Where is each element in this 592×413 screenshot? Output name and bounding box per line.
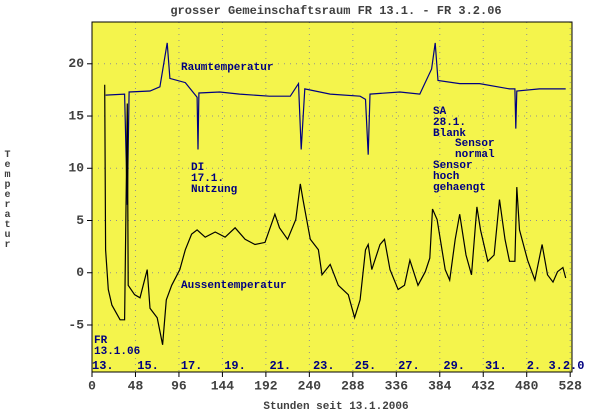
y-tick-label: 0 [76, 265, 84, 280]
annotation: hoch [433, 171, 459, 183]
x-tick-label: 240 [298, 378, 322, 393]
y-tick-label: -5 [68, 317, 84, 332]
chart-title: grosser Gemeinschaftsraum FR 13.1. - FR … [170, 4, 501, 18]
x-axis-label: Stunden seit 13.1.2006 [263, 401, 408, 413]
y-tick-label: 5 [76, 213, 84, 228]
annotation: Blank [433, 128, 466, 140]
x-tick-label: 96 [171, 378, 187, 393]
annotation: Raumtemperatur [181, 62, 273, 74]
x-tick-label: 144 [211, 378, 235, 393]
x-tick-label: 528 [558, 378, 582, 393]
annotation: 17.1. [191, 173, 224, 185]
annotation: normal [455, 149, 495, 161]
day-label: 17. [181, 359, 203, 373]
annotation: gehaengt [433, 182, 486, 194]
annotation: 13.1.06 [94, 346, 140, 358]
annotation: Aussentemperatur [181, 280, 287, 292]
day-label: 21. [270, 359, 292, 373]
plot-area [92, 22, 572, 372]
x-tick-label: 48 [128, 378, 144, 393]
x-tick-label: 288 [341, 378, 365, 393]
annotation: SA [433, 106, 447, 118]
y-axis-label: Temperatur [2, 150, 13, 250]
x-tick-label: 384 [428, 378, 452, 393]
annotation: FR [94, 335, 108, 347]
line-series [104, 84, 567, 345]
y-tick-label: 15 [68, 108, 84, 123]
y-tick-label: 20 [68, 56, 84, 71]
day-label: 23. [313, 359, 335, 373]
x-tick-label: 336 [385, 378, 409, 393]
x-tick-label: 192 [254, 378, 278, 393]
x-tick-label: 0 [88, 378, 96, 393]
annotation: DI [191, 162, 204, 174]
day-label: 19. [224, 359, 246, 373]
x-tick-label: 432 [472, 378, 496, 393]
y-tick-label: 10 [68, 161, 84, 176]
day-label: 3.2.0 [548, 359, 584, 373]
day-label: 15. [137, 359, 159, 373]
plot-frame [91, 21, 573, 373]
day-label: 31. [485, 359, 507, 373]
day-label: 13. [92, 359, 114, 373]
day-label: 25. [355, 359, 377, 373]
annotation: Sensor [433, 160, 473, 172]
line-series [105, 42, 566, 205]
day-label: 29. [443, 359, 465, 373]
x-tick-label: 480 [515, 378, 539, 393]
annotation: Sensor [455, 138, 495, 150]
annotation: 28.1. [433, 117, 466, 129]
day-label: 2. [527, 359, 541, 373]
annotation: Nutzung [191, 184, 237, 196]
day-label: 27. [398, 359, 420, 373]
